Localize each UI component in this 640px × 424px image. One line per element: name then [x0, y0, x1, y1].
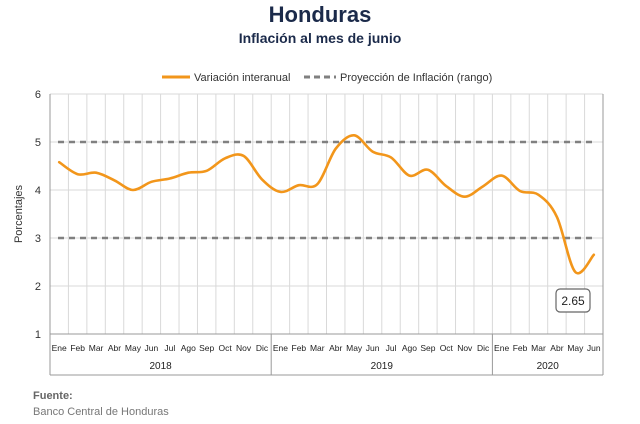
value-annotation-label: 2.65 [561, 294, 585, 308]
inflation-series-line [57, 133, 596, 275]
value-annotation-box [555, 288, 591, 313]
x-tick-label: Dic [477, 343, 490, 353]
x-tick-label: Mar [310, 343, 325, 353]
x-tick-label: Jul [164, 343, 175, 353]
x-tick-label: Feb [70, 343, 85, 353]
chart-title: Honduras [268, 2, 372, 27]
x-tick-label: Abr [550, 343, 563, 353]
x-tick-label: Ene [273, 343, 288, 353]
x-tick-label: Oct [218, 343, 232, 353]
chart-subtitle: Inflación al mes de junio [238, 30, 402, 46]
x-tick-label: May [125, 343, 142, 353]
x-tick-label: Dic [256, 343, 269, 353]
x-tick-label: Ago [181, 343, 196, 353]
legend-label-projection: Proyección de Inflación (rango) [340, 72, 492, 84]
x-tick-label: Ene [52, 343, 67, 353]
x-tick-label: Abr [329, 343, 342, 353]
x-tick-label: Jul [386, 343, 397, 353]
year-label: 2019 [371, 361, 394, 372]
x-tick-label: Nov [236, 343, 252, 353]
year-label: 2018 [149, 361, 172, 372]
source-text: Banco Central de Honduras [33, 406, 169, 418]
x-tick-label: Jun [366, 343, 380, 353]
x-tick-label: Ago [402, 343, 417, 353]
x-tick-label: Feb [292, 343, 307, 353]
x-tick-label: May [567, 343, 584, 353]
y-tick-label: 4 [35, 185, 41, 197]
y-tick-label: 5 [35, 137, 41, 149]
x-tick-label: Jun [587, 343, 601, 353]
x-tick-label: Abr [108, 343, 121, 353]
x-tick-label: Oct [440, 343, 454, 353]
y-tick-label: 1 [35, 329, 41, 341]
x-tick-label: Sep [199, 343, 214, 353]
x-tick-label: Jun [145, 343, 159, 353]
x-tick-label: Ene [494, 343, 509, 353]
legend-label-inflation: Variación interanual [194, 72, 290, 84]
x-tick-label: Nov [457, 343, 473, 353]
x-tick-label: Mar [531, 343, 546, 353]
source-label: Fuente: [33, 390, 73, 402]
y-tick-label: 3 [35, 233, 41, 245]
x-tick-label: May [346, 343, 363, 353]
y-tick-label: 2 [35, 281, 41, 293]
x-tick-label: Sep [420, 343, 435, 353]
x-tick-label: Feb [513, 343, 528, 353]
y-axis-label: Porcentajes [13, 184, 25, 243]
y-tick-label: 6 [35, 89, 41, 101]
x-tick-label: Mar [89, 343, 104, 353]
year-label: 2020 [537, 361, 560, 372]
